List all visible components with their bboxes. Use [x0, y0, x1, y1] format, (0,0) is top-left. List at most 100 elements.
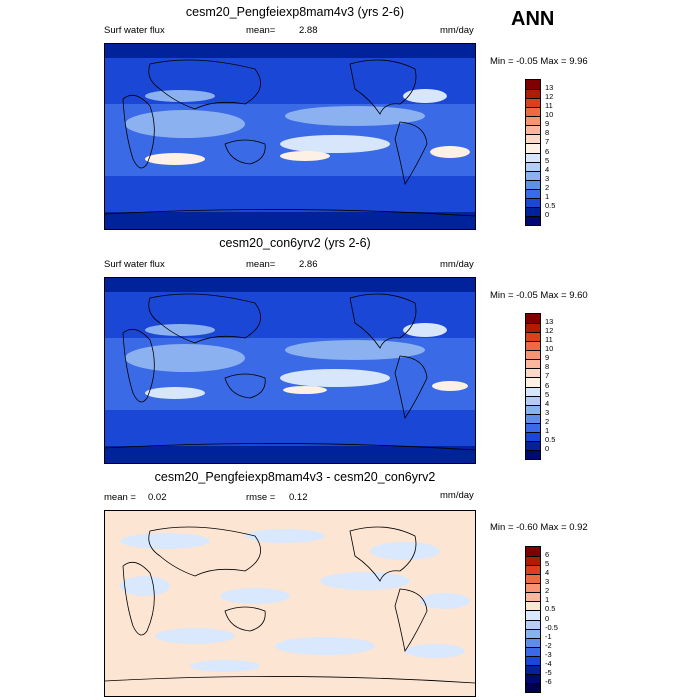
panel3-colorbar-cell	[526, 574, 540, 584]
panel3-colorbar	[525, 546, 541, 693]
panel3-south-america	[394, 588, 428, 653]
panel2-colorbar-cell	[526, 314, 540, 324]
panel1-colorbar-cell	[526, 179, 540, 189]
panel3-map-svg	[105, 511, 475, 696]
panel3-minmax: Min = -0.60 Max = 0.92	[490, 522, 588, 533]
panel3-australia	[224, 606, 266, 632]
panel3-colorbar-cell	[526, 547, 540, 557]
panel1-south-america	[394, 121, 428, 186]
panel3-colorbar-tick-label: 3	[545, 577, 550, 587]
panel3-colorbar-ticks: 6 5 4 3 2 1 0.5 0 -0.5 -1 -2 -3 -4 -5 -6	[545, 546, 585, 691]
panel2-australia	[224, 373, 266, 399]
panel2-colorbar-cell	[526, 359, 540, 369]
panel3-colorbar-tick-label: 1	[545, 595, 550, 605]
panel1-colorbar-tick-label: 4	[545, 164, 550, 174]
panel3-rmse-value: 0.12	[289, 492, 308, 503]
panel2-colorbar-cell	[526, 449, 540, 459]
panel1-colorbar-tick-label: 2	[545, 182, 550, 192]
panel1-colorbar-tick-label: 5	[545, 155, 550, 165]
panel2-colorbar-tick-label: 0	[545, 443, 550, 453]
panel2-colorbar-cell	[526, 332, 540, 342]
panel1-colorbar-tick-label: 1	[545, 191, 550, 201]
panel1-pacific-patch	[285, 106, 425, 126]
panel3-colorbar-cell	[526, 682, 540, 692]
panel1-colorbar-tick-label: 7	[545, 137, 550, 147]
panel2-sp-peach-patch	[283, 386, 327, 394]
panel2-antarctica	[105, 443, 475, 451]
panel1-units: mm/day	[440, 25, 474, 36]
panel1-title: cesm20_Pengfeiexp8mam4v3 (yrs 2-6)	[185, 5, 405, 19]
panel1-colorbar-ticks: 13 12 11 10 9 8 7 6 5 4 3 2 1 0.5 0	[545, 79, 585, 224]
panel2-colorbar-tick-label: 11	[545, 335, 553, 345]
panel1-colorbar-cell	[526, 161, 540, 171]
panel2-units: mm/day	[440, 259, 474, 270]
panel1-colorbar-tick-label: 10	[545, 110, 554, 120]
panel2-colorbar-cell	[526, 386, 540, 396]
panel2-minmax: Min = -0.05 Max = 9.60	[490, 290, 588, 301]
panel2-colorbar-ticks: 13 12 11 10 9 8 7 6 5 4 3 2 1 0.5 0	[545, 313, 585, 458]
panel2-arctic-band	[105, 278, 475, 292]
panel3-africa	[122, 561, 155, 636]
panel1-colorbar-tick-label: 0	[545, 209, 550, 219]
panel2-map	[104, 277, 476, 464]
panel1-arctic-band	[105, 44, 475, 58]
panel1-north-america	[349, 59, 417, 115]
panel2-mean-value: 2.86	[299, 259, 318, 270]
panel2-colorbar-cell	[526, 368, 540, 378]
panel1-colorbar-cell	[526, 125, 540, 135]
panel3-colorbar-tick-label: 0.5	[545, 604, 556, 614]
panel2-colorbar-cell	[526, 440, 540, 450]
panel3-colorbar-cell	[526, 646, 540, 656]
panel3-colorbar-tick-label: -2	[545, 640, 552, 650]
panel1-colorbar-cell	[526, 143, 540, 153]
panel3-units: mm/day	[440, 490, 474, 501]
panel2-antarctic-band	[105, 446, 475, 463]
panel1-mean-value: 2.88	[299, 25, 318, 36]
panel3-colorbar-tick-label: 2	[545, 586, 550, 596]
panel1-colorbar	[525, 79, 541, 226]
panel3-colorbar-cell	[526, 601, 540, 611]
panel1-colorbar-tick-label: 9	[545, 119, 550, 129]
panel3-colorbar-cell	[526, 556, 540, 566]
panel2-colorbar-cell	[526, 350, 540, 360]
panel3-colorbar-tick-label: -6	[545, 676, 552, 686]
panel2-colorbar	[525, 313, 541, 460]
panel3-colorbar-cell	[526, 619, 540, 629]
panel3-colorbar-cell	[526, 637, 540, 647]
panel1-colorbar-cell	[526, 215, 540, 225]
panel2-colorbar-tick-label: 0.5	[545, 434, 556, 444]
panel1-map	[104, 43, 476, 230]
panel2-colorbar-tick-label: 12	[545, 326, 554, 336]
panel2-colorbar-cell	[526, 431, 540, 441]
panel3-colorbar-tick-label: 0	[545, 613, 550, 623]
panel2-colorbar-tick-label: 7	[545, 371, 550, 381]
panel1-minmax: Min = -0.05 Max = 9.96	[490, 56, 588, 67]
panel3-negative-patches	[120, 529, 470, 672]
panel1-asia-patch	[145, 90, 215, 102]
panel3-colorbar-tick-label: 5	[545, 559, 550, 569]
panel1-colorbar-cell	[526, 107, 540, 117]
panel2-colorbar-cell	[526, 341, 540, 351]
panel2-north-america	[349, 293, 417, 349]
panel2-colorbar-cell	[526, 395, 540, 405]
panel2-map-svg	[105, 278, 475, 463]
panel1-south-indian-patch	[145, 153, 205, 165]
season-label: ANN	[511, 8, 555, 30]
panel2-colorbar-cell	[526, 377, 540, 387]
panel1-colorbar-tick-label: 6	[545, 146, 550, 156]
panel1-eurasia	[148, 59, 262, 110]
panel2-pacific-patch	[285, 340, 425, 360]
panel3-colorbar-cell	[526, 664, 540, 674]
panel1-atlantic-peach-patch	[430, 146, 470, 158]
panel1-australia	[224, 139, 266, 165]
panel1-colorbar-cell	[526, 197, 540, 207]
panel2-colorbar-tick-label: 5	[545, 389, 550, 399]
panel1-mean-label: mean=	[246, 25, 276, 36]
panel2-asia-patch	[145, 324, 215, 336]
panel2-colorbar-cell	[526, 413, 540, 423]
panel1-indian-ocean-patch	[125, 110, 245, 138]
panel2-atlantic-peach-patch	[432, 381, 468, 391]
panel3-colorbar-cell	[526, 655, 540, 665]
panel2-coastlines	[105, 293, 475, 451]
panel1-colorbar-cell	[526, 206, 540, 216]
